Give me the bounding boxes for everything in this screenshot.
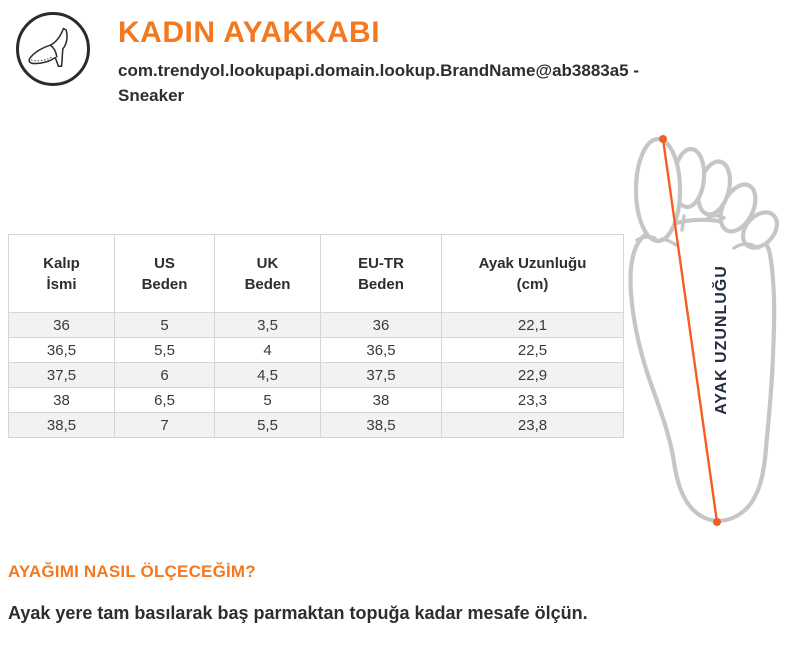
measure-heading: AYAĞIMI NASIL ÖLÇECEĞİM? [8,562,256,581]
product-subtitle: com.trendyol.lookupapi.domain.lookup.Bra… [118,61,640,105]
foot-measurement-diagram: AYAK UZUNLUĞU [622,118,797,538]
cell-uk: 4,5 [214,362,321,388]
column-header-kalip-ismi: Kalıp İsmi [8,234,115,313]
high-heel-shoe-icon [28,27,68,67]
cell-kalip: 38 [8,387,115,413]
cell-uk: 5 [214,387,321,413]
column-header-eu-tr-beden: EU-TR Beden [320,234,442,313]
column-header-uk-beden: UK Beden [214,234,321,313]
cell-eutr: 37,5 [320,362,442,388]
foot-length-label: AYAK UZUNLUĞU [711,265,730,415]
foot-sole-outline-icon: AYAK UZUNLUĞU [628,135,780,526]
cell-kalip: 38,5 [8,412,115,438]
size-table: Kalıp İsmi US Beden UK Beden EU-TR Beden… [8,234,624,438]
cell-us: 7 [114,412,215,438]
cell-eutr: 38,5 [320,412,442,438]
cell-cm: 22,9 [441,362,624,388]
measurement-line [661,138,719,523]
cell-kalip: 36 [8,312,115,338]
column-header-ayak-uzunlugu: Ayak Uzunluğu (cm) [441,234,624,313]
cell-cm: 22,5 [441,337,624,363]
cell-us: 5,5 [114,337,215,363]
cell-eutr: 38 [320,387,442,413]
cell-uk: 5,5 [214,412,321,438]
cell-kalip: 36,5 [8,337,115,363]
cell-cm: 23,8 [441,412,624,438]
cell-cm: 22,1 [441,312,624,338]
table-row: 36 5 3,5 36 22,1 [8,312,624,338]
measure-instruction: Ayak yere tam basılarak baş parmaktan to… [8,603,588,623]
cell-eutr: 36 [320,312,442,338]
cell-uk: 4 [214,337,321,363]
cell-us: 5 [114,312,215,338]
measurement-dot-bottom [713,518,721,526]
table-row: 38,5 7 5,5 38,5 23,8 [8,412,624,438]
measurement-dot-top [659,135,667,143]
cell-kalip: 37,5 [8,362,115,388]
table-header-row: Kalıp İsmi US Beden UK Beden EU-TR Beden… [8,234,624,313]
column-header-us-beden: US Beden [114,234,215,313]
table-row: 38 6,5 5 38 23,3 [8,387,624,413]
cell-us: 6,5 [114,387,215,413]
table-row: 37,5 6 4,5 37,5 22,9 [8,362,624,388]
page-title: KADIN AYAKKABI [118,16,381,49]
cell-eutr: 36,5 [320,337,442,363]
table-row: 36,5 5,5 4 36,5 22,5 [8,337,624,363]
category-icon-circle [16,12,90,86]
cell-cm: 23,3 [441,387,624,413]
cell-us: 6 [114,362,215,388]
cell-uk: 3,5 [214,312,321,338]
